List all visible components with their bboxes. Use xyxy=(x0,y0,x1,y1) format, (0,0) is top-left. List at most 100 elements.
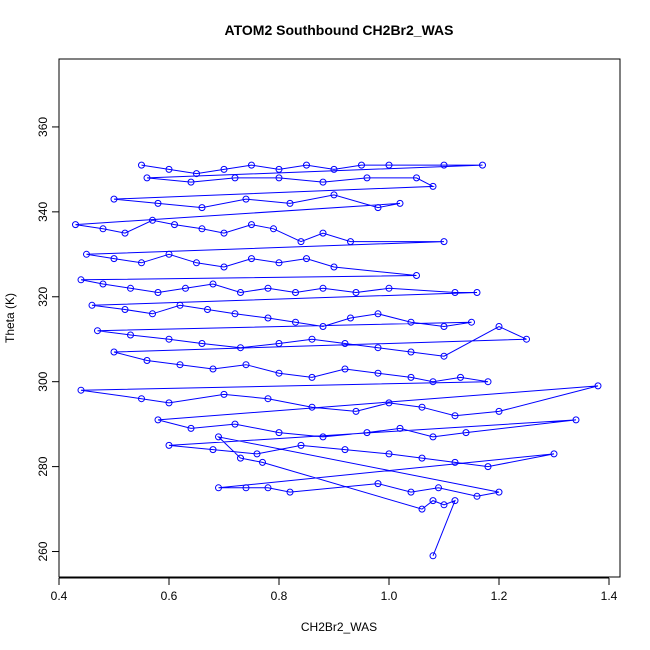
data-point xyxy=(407,348,415,356)
data-point xyxy=(143,174,151,182)
data-point xyxy=(429,433,437,441)
data-point xyxy=(154,416,162,424)
data-point xyxy=(242,195,250,203)
data-point xyxy=(319,178,327,186)
data-point xyxy=(418,454,426,462)
data-point xyxy=(341,340,349,347)
data-point xyxy=(138,161,145,169)
data-point xyxy=(237,289,244,296)
data-point xyxy=(308,335,316,343)
y-tick-label: 300 xyxy=(36,371,50,391)
data-point xyxy=(451,289,459,296)
x-tick-label: 0.8 xyxy=(271,589,288,603)
data-point xyxy=(215,433,222,441)
data-point xyxy=(385,161,393,169)
data-point xyxy=(127,331,134,339)
x-tick-label: 1.0 xyxy=(381,589,398,603)
data-point xyxy=(440,161,448,169)
data-point xyxy=(297,238,305,246)
data-point xyxy=(468,318,475,326)
data-point xyxy=(259,458,266,466)
data-point xyxy=(264,484,272,492)
data-point xyxy=(275,429,283,437)
data-point xyxy=(303,255,310,263)
data-point xyxy=(363,429,371,437)
data-point xyxy=(72,221,79,229)
x-tick-label: 1.2 xyxy=(491,589,508,603)
data-point xyxy=(319,284,327,292)
data-point xyxy=(215,484,222,492)
data-point xyxy=(231,310,239,318)
data-point xyxy=(385,284,393,292)
data-point xyxy=(248,221,255,229)
data-point xyxy=(138,259,145,267)
data-point xyxy=(264,284,272,292)
data-point xyxy=(550,450,558,458)
data-point xyxy=(110,348,118,356)
data-point xyxy=(352,407,360,415)
data-point xyxy=(473,289,481,296)
data-point xyxy=(83,250,90,258)
y-tick-label: 280 xyxy=(36,456,50,476)
plot-frame xyxy=(58,58,621,578)
data-point xyxy=(248,161,255,169)
data-point xyxy=(396,199,404,207)
data-point xyxy=(176,301,184,309)
data-point xyxy=(99,280,107,288)
data-point xyxy=(121,306,129,313)
data-point xyxy=(385,399,393,407)
data-point xyxy=(121,229,129,237)
data-point xyxy=(429,552,437,560)
y-tick-label: 340 xyxy=(36,202,50,222)
data-point xyxy=(253,450,261,458)
data-point xyxy=(209,280,217,288)
data-point xyxy=(374,369,382,377)
data-point xyxy=(440,501,448,509)
data-point xyxy=(193,170,200,178)
x-axis-label: CH2Br2_WAS xyxy=(301,620,377,634)
data-point xyxy=(198,204,206,212)
data-point xyxy=(319,229,327,237)
data-point xyxy=(352,289,360,296)
data-point xyxy=(407,488,415,496)
data-point xyxy=(341,365,349,373)
data-point xyxy=(154,289,162,296)
data-point xyxy=(374,344,382,352)
data-point xyxy=(176,361,184,369)
data-point xyxy=(204,306,211,313)
data-point xyxy=(347,238,354,246)
data-point xyxy=(198,225,206,233)
data-point xyxy=(275,340,283,347)
x-axis: 0.4 0.6 0.8 1.0 1.2 1.4 xyxy=(51,577,618,603)
data-point xyxy=(418,403,426,411)
data-point xyxy=(275,165,283,173)
data-point xyxy=(110,255,118,263)
data-point xyxy=(248,255,255,263)
data-point xyxy=(165,335,173,343)
data-point xyxy=(171,221,178,229)
data-point xyxy=(182,284,189,292)
data-point xyxy=(220,229,228,237)
data-point xyxy=(231,174,239,182)
data-point xyxy=(429,182,437,190)
data-point xyxy=(286,488,294,496)
data-point xyxy=(484,378,492,386)
data-point xyxy=(88,301,96,309)
data-point xyxy=(457,373,464,381)
data-point xyxy=(220,390,228,398)
data-point xyxy=(440,352,448,360)
data-point xyxy=(435,484,442,492)
data-point xyxy=(209,446,217,454)
data-point xyxy=(308,403,316,411)
y-tick-label: 320 xyxy=(36,286,50,306)
data-point xyxy=(523,335,530,343)
chart-title: ATOM2 Southbound CH2Br2_WAS xyxy=(225,22,454,38)
data-point xyxy=(363,174,371,182)
data-point xyxy=(319,323,327,330)
data-point xyxy=(127,284,134,292)
data-point xyxy=(292,289,299,296)
data-point xyxy=(149,216,156,224)
data-point xyxy=(138,395,145,403)
data-point xyxy=(94,327,101,335)
